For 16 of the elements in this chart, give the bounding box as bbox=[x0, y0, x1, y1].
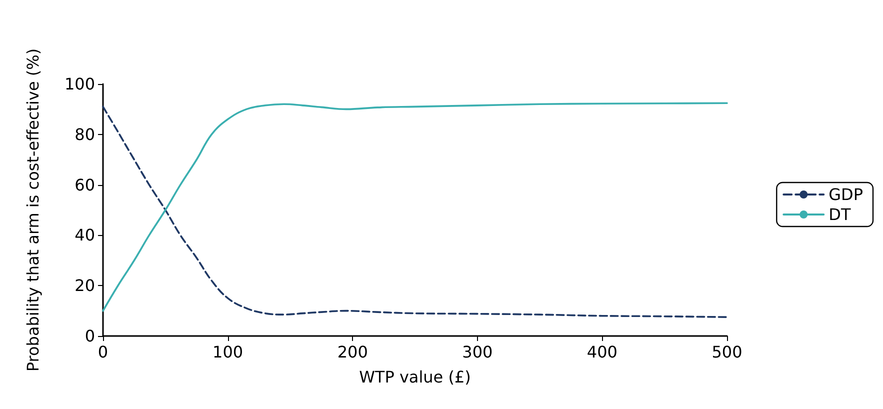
legend-label: DT bbox=[828, 205, 851, 224]
legend-label: GDP bbox=[828, 185, 864, 204]
x-tick-label: 200 bbox=[337, 342, 368, 362]
x-tick-label: 400 bbox=[586, 342, 618, 362]
y-tick-label: 0 bbox=[84, 326, 95, 346]
x-tick-label: 500 bbox=[712, 342, 742, 362]
y-tick-label: 100 bbox=[64, 74, 95, 94]
x-tick-label: 0 bbox=[98, 342, 108, 362]
y-tick-label: 80 bbox=[74, 124, 95, 144]
x-tick-label: 300 bbox=[462, 342, 493, 362]
y-tick-label: 60 bbox=[74, 175, 95, 194]
y-tick-label: 40 bbox=[74, 226, 95, 245]
y-tick-label: 20 bbox=[74, 276, 95, 296]
x-axis-title: WTP value (£) bbox=[359, 368, 471, 386]
x-tick-label: 100 bbox=[212, 342, 244, 362]
y-axis-title: Probability that arm is cost-effective (%) bbox=[24, 48, 42, 372]
